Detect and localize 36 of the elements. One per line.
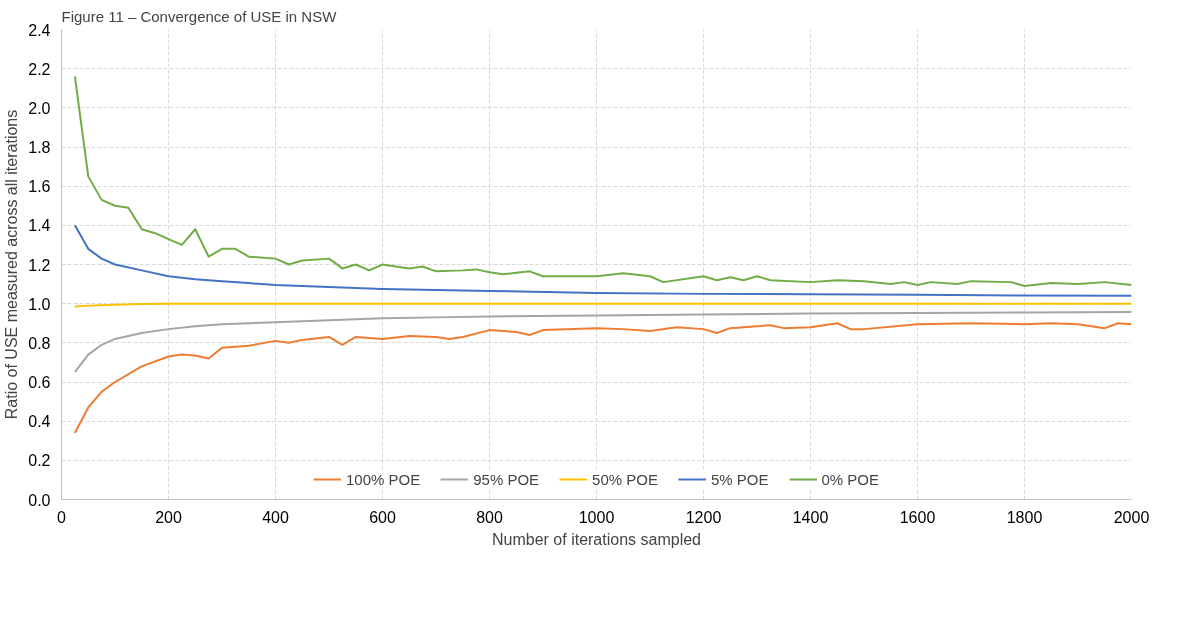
x-tick-label: 600 (369, 508, 396, 526)
legend-label: 0% POE (821, 470, 880, 488)
y-tick-label: 0.8 (28, 334, 51, 352)
x-tick-label: 1800 (1006, 508, 1043, 526)
x-tick-label: 800 (476, 508, 503, 526)
x-tick-label: 400 (262, 508, 289, 526)
x-tick-label: 1200 (685, 508, 722, 526)
y-tick-label: 1.6 (28, 178, 51, 196)
y-tick-label: 1.8 (28, 139, 51, 156)
line-series (73, 310, 1132, 374)
x-tick-label: 1600 (899, 508, 936, 526)
y-tick-label: 1.2 (28, 256, 51, 274)
legend-label: 5% POE (710, 470, 769, 488)
legend-label: 95% POE (473, 470, 540, 488)
y-tick-label: 1.4 (28, 217, 51, 235)
legend-label: 100% POE (345, 470, 421, 488)
y-tick-label: 0.6 (28, 374, 51, 391)
x-tick-label: 0 (57, 508, 67, 526)
y-tick-label: 1.0 (28, 295, 51, 313)
x-tick-label: 1400 (792, 508, 829, 526)
line-series (73, 224, 1132, 297)
y-tick-label: 2.4 (28, 21, 51, 39)
x-tick-label: 1000 (578, 508, 615, 526)
line-series (73, 75, 1132, 288)
chart-title: Figure 11 – Convergence of USE in NSW (61, 7, 338, 25)
y-tick-label: 0.2 (28, 452, 51, 470)
y-tick-label: 0.4 (28, 413, 51, 431)
x-tick-label: 2000 (1113, 508, 1150, 526)
x-tick-label: 200 (155, 508, 182, 526)
x-axis-title: Number of iterations sampled (492, 530, 701, 548)
line-series (73, 322, 1132, 434)
y-axis-title: Ratio of USE measured across all iterations (3, 109, 21, 420)
y-tick-label: 2.0 (28, 99, 51, 117)
y-tick-label: 0.0 (28, 491, 51, 509)
legend-label: 50% POE (592, 470, 658, 488)
y-tick-label: 2.2 (28, 60, 51, 78)
